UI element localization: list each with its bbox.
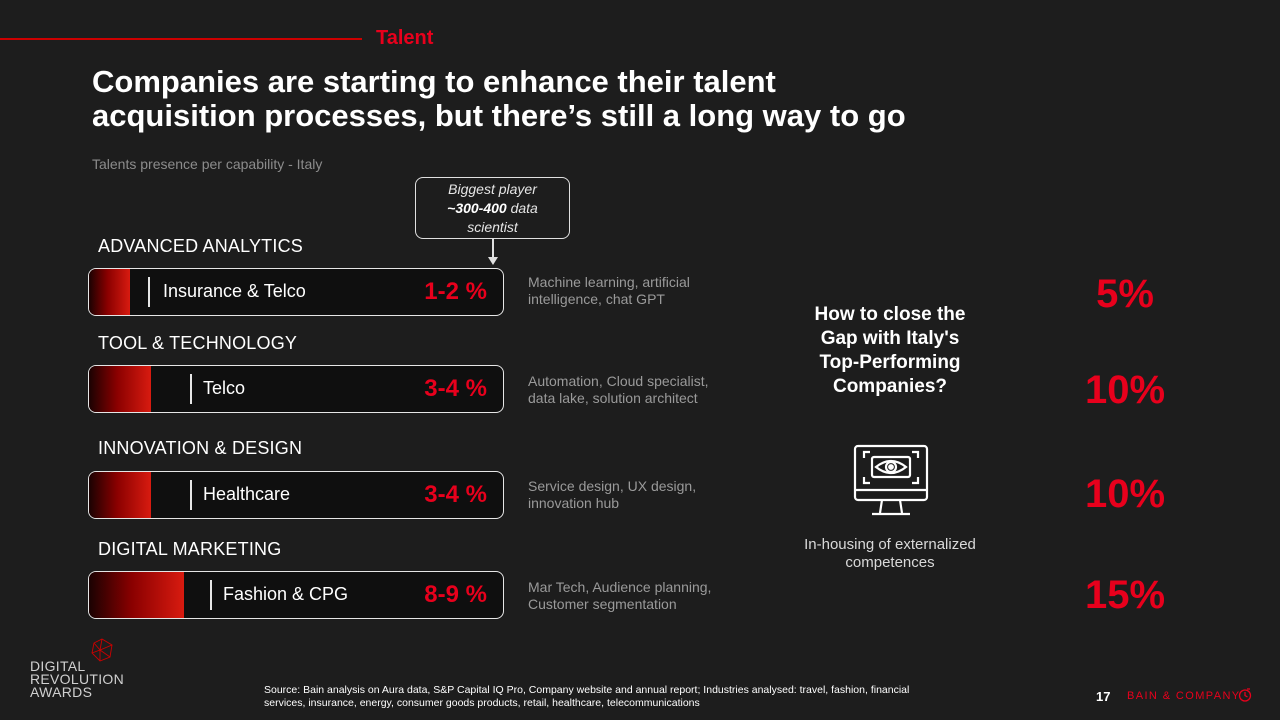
capability-heading-digital-marketing: DIGITAL MARKETING [98,539,282,559]
inhousing-caption-line-1: In-housing of externalized [804,536,976,553]
capability-skills-innovation-design: Service design, UX design, innovation hu… [528,478,758,512]
capability-heading-innovation-design: INNOVATION & DESIGN [98,438,303,458]
capability-divider [210,580,212,610]
callout-arrow-head [488,257,498,265]
capability-fill [89,366,152,412]
callout-line-3: scientist [467,219,518,235]
monitor-eye-icon [853,444,929,516]
page-number: 17 [1096,689,1111,704]
capability-bar-digital-marketing: Fashion & CPG 8-9 % [88,571,504,619]
capability-range: 8-9 % [424,581,487,608]
skills-line-1: Service design, UX design, [528,478,697,494]
capability-divider [148,277,150,307]
capability-skills-digital-marketing: Mar Tech, Audience planning, Customer se… [528,579,758,613]
capability-industry: Insurance & Telco [163,281,306,301]
gap-question-line-4: Companies? [832,376,948,397]
callout-highlight: ~300-400 [447,200,507,216]
target-percentage: 10% [1084,368,1166,412]
callout-line-2: ~300-400 data [416,199,569,218]
capability-skills-tool-technology: Automation, Cloud specialist, data lake,… [528,373,758,407]
capability-range: 1-2 % [424,278,487,305]
capability-bar-advanced-analytics: Insurance & Telco 1-2 % [88,268,504,316]
capability-divider [190,480,192,510]
logo-text-line-3: AWARDS [30,684,93,700]
capability-industry: Fashion & CPG [223,584,349,604]
bain-logo-icon [1238,688,1252,702]
capability-bar-innovation-design: Healthcare 3-4 % [88,471,504,519]
gap-question: How to close the Gap with Italy's Top-Pe… [790,303,990,399]
capability-heading-tool-technology: TOOL & TECHNOLOGY [98,333,298,353]
source-note: Source: Bain analysis on Aura data, S&P … [264,684,994,710]
callout-arrow-line [492,239,494,259]
capability-range: 3-4 % [424,375,487,402]
target-percentage: 10% [1084,472,1166,516]
skills-line-2: data lake, solution architect [528,390,698,406]
gap-question-line-1: How to close the [814,304,966,325]
logo-text-line-1: DIGITAL [30,658,86,674]
chart-subtitle: Talents presence per capability - Italy [92,156,323,172]
page-title: Companies are starting to enhance their … [92,65,992,133]
source-note-line-1: Source: Bain analysis on Aura data, S&P … [264,684,910,696]
gap-question-line-2: Gap with Italy's [820,328,960,349]
gap-question-line-3: Top-Performing [819,352,961,373]
page-title-line-2: acquisition processes, but there’s still… [92,98,906,133]
source-note-line-2: services, insurance, energy, consumer go… [264,697,700,709]
skills-line-1: Machine learning, artificial [528,274,690,290]
callout-line-2-rest: data [506,200,538,216]
digital-revolution-awards-logo: DIGITAL REVOLUTION AWARDS [30,638,130,704]
target-percentage: 5% [1096,272,1154,316]
capability-range: 3-4 % [424,481,487,508]
logo-text-line-2: REVOLUTION [30,671,125,687]
page-title-line-1: Companies are starting to enhance their … [92,64,776,99]
skills-line-1: Automation, Cloud specialist, [528,373,709,389]
capability-fill [89,269,131,315]
biggest-player-callout: Biggest player ~300-400 data scientist [415,177,570,239]
capability-industry: Healthcare [203,484,291,504]
skills-line-2: Customer segmentation [528,596,677,612]
target-percentage: 15% [1084,573,1166,617]
capability-industry: Telco [203,378,246,398]
skills-line-2: intelligence, chat GPT [528,291,665,307]
capability-bar-tool-technology: Telco 3-4 % [88,365,504,413]
capability-fill [89,572,185,618]
capability-heading-advanced-analytics: ADVANCED ANALYTICS [98,236,303,256]
capability-divider [190,374,192,404]
capability-skills-advanced-analytics: Machine learning, artificial intelligenc… [528,274,758,308]
section-tag: Talent [376,27,434,49]
skills-line-1: Mar Tech, Audience planning, [528,579,712,595]
callout-line-1: Biggest player [448,181,537,197]
logo-polyhedron-icon [91,638,113,662]
inhousing-caption-line-2: competences [845,554,935,571]
skills-line-2: innovation hub [528,495,620,511]
bain-company-logo: BAIN & COMPANY [1127,690,1241,702]
capability-fill [89,472,152,518]
inhousing-caption: In-housing of externalized competences [790,536,990,572]
section-divider-line [0,38,362,40]
